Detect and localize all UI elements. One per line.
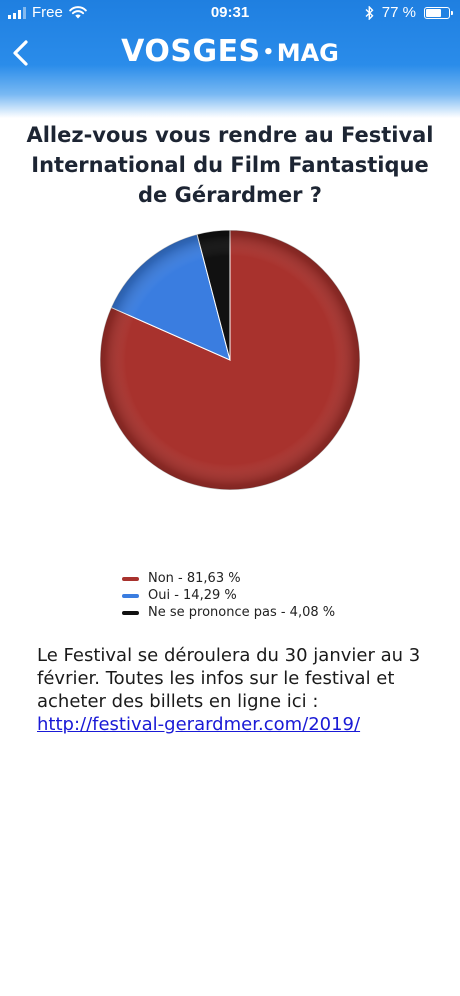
legend-swatch <box>122 610 139 615</box>
logo-sub: MAG <box>276 39 339 67</box>
back-button[interactable] <box>8 36 36 70</box>
festival-link[interactable]: http://festival-gerardmer.com/2019/ <box>37 714 361 735</box>
battery-percent: 77 % <box>381 4 416 21</box>
status-time: 09:31 <box>210 4 250 21</box>
poll-title: Allez-vous vous rendre au Festival Inter… <box>26 123 434 207</box>
legend-swatch <box>122 576 139 581</box>
chevron-left-icon <box>13 40 28 66</box>
article-text: Le Festival se déroulera du 30 janvier a… <box>37 645 421 712</box>
article-text-block: Le Festival se déroulera du 30 janvier a… <box>37 644 432 736</box>
status-right: 77 % <box>365 4 453 21</box>
logo-dot: • <box>262 42 275 63</box>
legend-label: Ne se prononce pas - 4,08 % <box>148 605 336 620</box>
status-left: Free <box>8 4 87 21</box>
carrier-name: Free <box>32 4 63 21</box>
wifi-icon <box>69 6 87 19</box>
status-bar: Free 09:31 77 % <box>0 0 460 26</box>
battery-fill <box>426 8 442 17</box>
legend-label: Oui - 14,29 % <box>148 588 237 603</box>
bluetooth-icon <box>365 5 374 20</box>
legend-label: Non - 81,63 % <box>148 571 241 586</box>
pie-chart <box>99 229 361 491</box>
app-header <box>0 0 460 118</box>
legend-swatch <box>122 593 139 598</box>
logo-main: VOSGES <box>121 34 261 69</box>
legend-item: Oui - 14,29 % <box>122 587 335 604</box>
battery-icon <box>424 6 453 19</box>
pie-slices <box>99 229 361 491</box>
legend-item: Ne se prononce pas - 4,08 % <box>122 604 335 621</box>
signal-icon <box>8 6 26 19</box>
chart-legend: Non - 81,63 % Oui - 14,29 % Ne se prononce… <box>122 570 335 621</box>
legend-item: Non - 81,63 % <box>122 570 335 587</box>
app-logo: VOSGES •MAG <box>0 34 460 69</box>
